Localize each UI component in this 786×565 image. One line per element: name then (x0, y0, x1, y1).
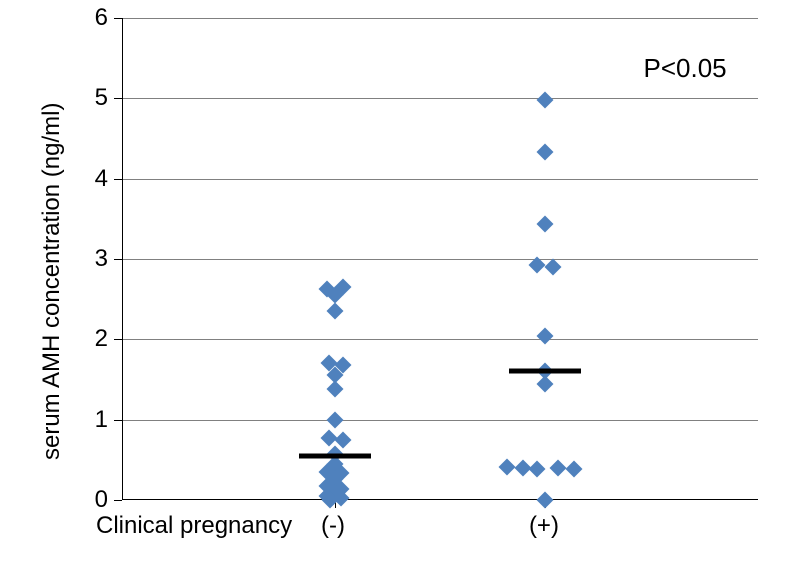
gridline (123, 259, 758, 260)
x-axis-category-positive: (+) (529, 512, 559, 540)
y-tick-mark (114, 259, 122, 260)
y-tick-mark (114, 98, 122, 99)
y-tick-mark (114, 500, 122, 501)
gridline (123, 179, 758, 180)
gridline (123, 18, 758, 19)
y-tick-label: 1 (82, 406, 108, 434)
y-tick-label: 6 (82, 4, 108, 32)
gridline (123, 339, 758, 340)
y-tick-label: 0 (82, 486, 108, 514)
median-bar-negative (299, 453, 371, 458)
y-tick-label: 4 (82, 165, 108, 193)
x-axis-category-negative: (-) (321, 512, 345, 540)
y-tick-mark (114, 339, 122, 340)
p-value-annotation: P<0.05 (644, 53, 727, 84)
y-axis-label: serum AMH concentration (ng/ml) (38, 103, 66, 460)
y-tick-label: 2 (82, 325, 108, 353)
y-tick-mark (114, 420, 122, 421)
y-tick-label: 5 (82, 84, 108, 112)
median-bar-positive (509, 369, 581, 374)
y-tick-mark (114, 179, 122, 180)
y-tick-label: 3 (82, 245, 108, 273)
plot-area (122, 18, 758, 500)
gridline (123, 98, 758, 99)
x-axis-label-prefix: Clinical pregnancy (96, 512, 292, 540)
gridline (123, 420, 758, 421)
y-tick-mark (114, 18, 122, 19)
